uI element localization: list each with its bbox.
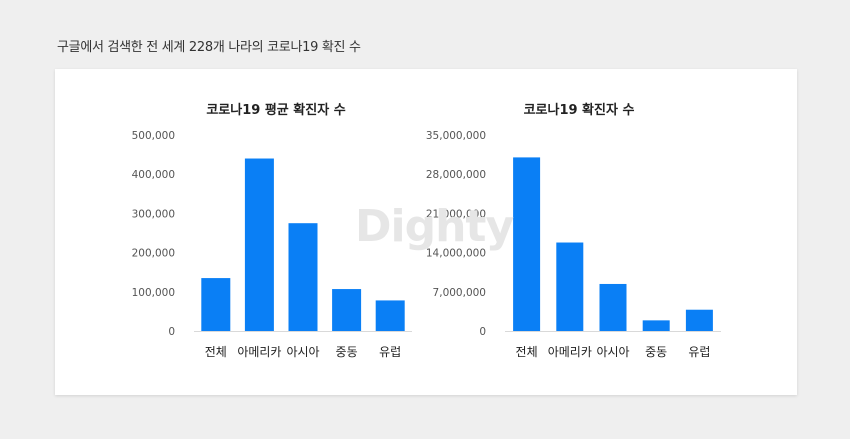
bar [642,320,670,331]
chart-title: 코로나19 평균 확진자 수 [206,102,345,118]
y-tick-label: 400,000 [132,169,175,181]
y-tick-label: 200,000 [132,248,175,260]
bar [599,283,627,331]
chart-card: 코로나19 평균 확진자 수 0 100,000 200,000 300,000 400,… [55,69,797,395]
bar [685,309,713,331]
x-category-label: 아시아 [286,345,319,359]
y-tick-label: 500,000 [132,130,175,142]
bar [375,300,405,331]
x-category-label: 아메리카 [237,345,281,359]
bar [556,242,584,331]
x-category-label: 중동 [645,345,667,359]
x-category-label: 전체 [205,345,227,359]
x-category-label: 유럽 [379,345,401,359]
x-category-label: 전체 [516,345,538,359]
bar [288,223,318,331]
y-tick-label: 0 [168,326,175,338]
page-title: 구글에서 검색한 전 세계 228개 나라의 코로나19 확진 수 [57,40,361,55]
y-tick-label: 0 [479,326,486,338]
y-tick-label: 300,000 [132,208,175,220]
watermark-logo: Dighty [355,201,514,252]
chart-total-cases: 코로나19 확진자 수 0 7,000,000 14,000,000 21,000,00… [426,102,721,359]
y-tick-label: 100,000 [132,287,175,299]
bar [201,278,231,331]
chart-title: 코로나19 확진자 수 [524,102,635,118]
bar [513,157,541,331]
bar [244,158,274,331]
y-tick-label: 14,000,000 [426,248,486,260]
y-tick-label: 35,000,000 [426,130,486,142]
charts-svg: 코로나19 평균 확진자 수 0 100,000 200,000 300,000 400,… [132,102,721,359]
x-category-label: 중동 [336,345,358,359]
x-category-label: 아시아 [596,345,629,359]
chart-average-cases: 코로나19 평균 확진자 수 0 100,000 200,000 300,000 400,… [132,102,412,359]
y-tick-label: 7,000,000 [433,287,486,299]
bar [332,289,362,331]
x-category-label: 유럽 [688,345,710,359]
x-category-label: 아메리카 [548,345,592,359]
y-tick-label: 21,000,000 [426,208,486,220]
y-tick-label: 28,000,000 [426,169,486,181]
